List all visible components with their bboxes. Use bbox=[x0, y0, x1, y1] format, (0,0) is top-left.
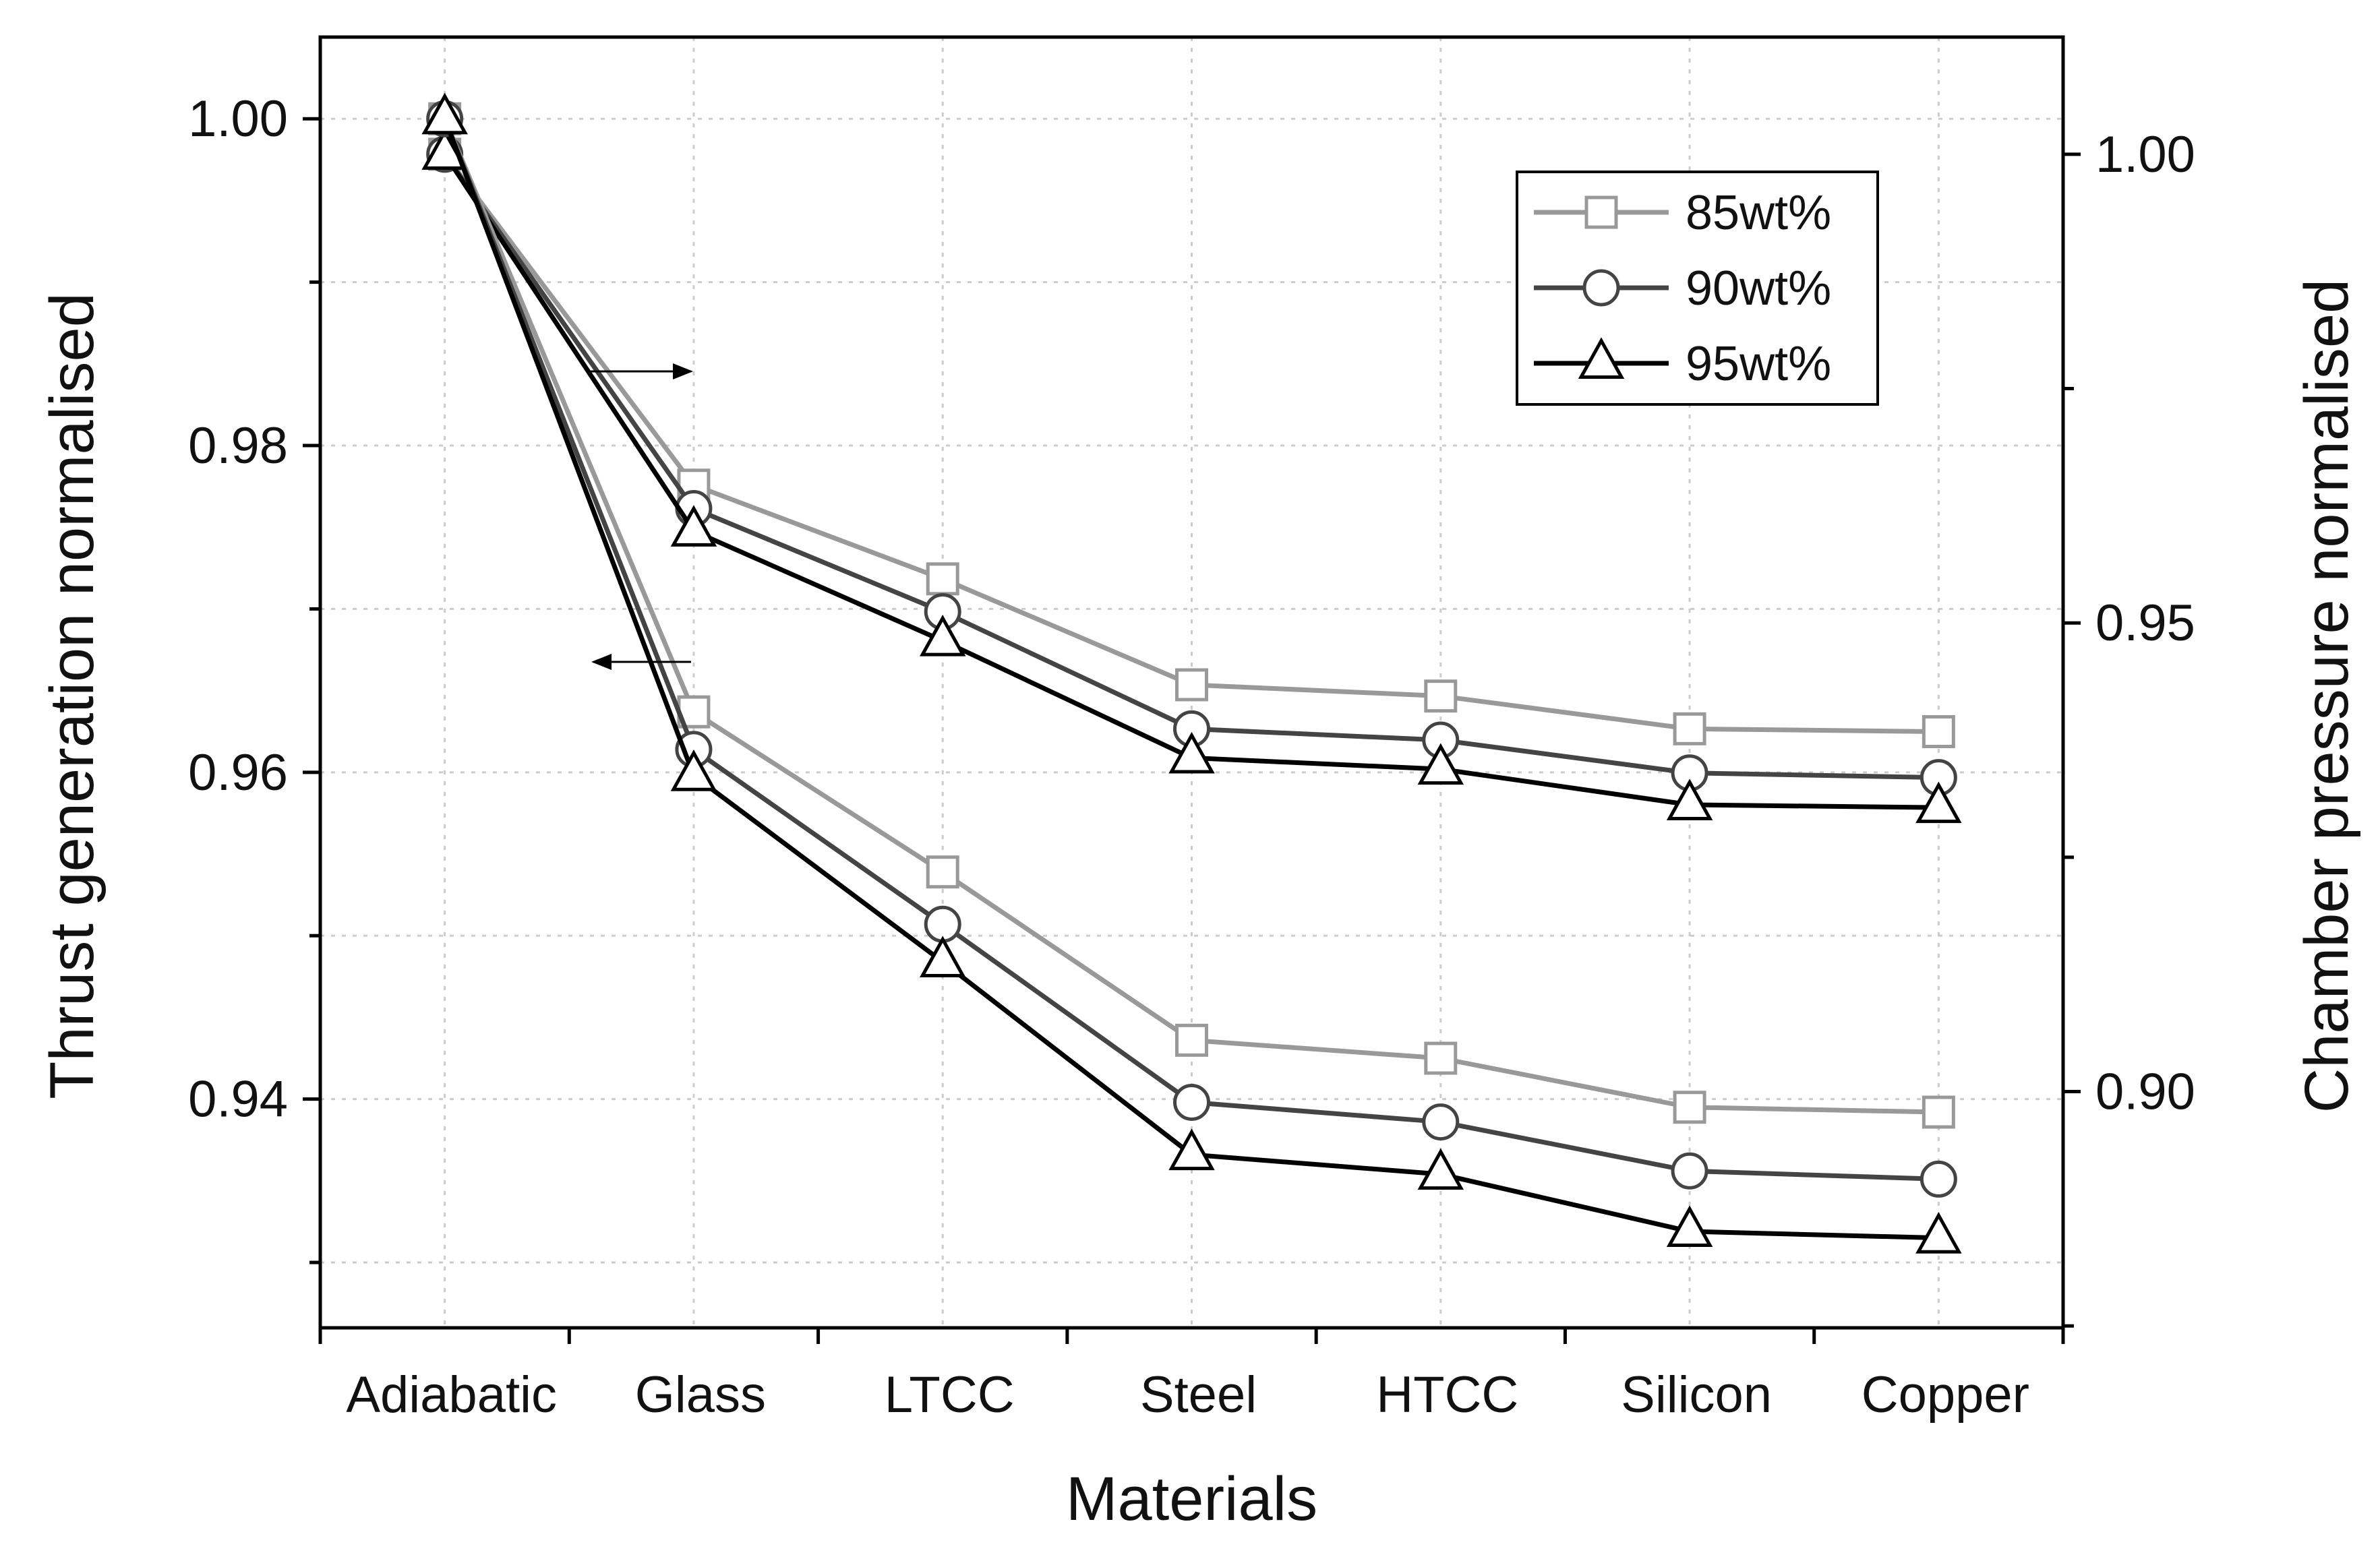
data-point-square bbox=[1175, 1023, 1208, 1057]
data-point-triangle bbox=[421, 92, 468, 135]
legend-label: 95wt% bbox=[1686, 337, 1831, 391]
legend-marker-triangle bbox=[1578, 337, 1625, 379]
data-point-triangle bbox=[1168, 731, 1215, 774]
legend-marker-square bbox=[1584, 195, 1618, 229]
series-layer bbox=[421, 92, 1962, 1254]
x-tick-label: Copper bbox=[1862, 1366, 2029, 1424]
data-point-circle bbox=[1173, 1083, 1210, 1121]
data-point-triangle bbox=[1168, 1128, 1215, 1171]
data-point-triangle bbox=[1915, 781, 1962, 824]
data-point-triangle bbox=[670, 505, 717, 547]
data-point-triangle bbox=[919, 614, 966, 656]
legend-label: 85wt% bbox=[1686, 186, 1831, 240]
left-tick-label: 1.00 bbox=[188, 90, 288, 148]
data-point-circle bbox=[1422, 1103, 1460, 1141]
data-point-triangle bbox=[1417, 743, 1464, 785]
data-point-square bbox=[1673, 712, 1706, 745]
series-thrust-95wtpct bbox=[421, 92, 1962, 1254]
data-point-triangle bbox=[1666, 778, 1713, 821]
y-axis-title-left: Thrust generation normalised bbox=[38, 293, 107, 1099]
annotation-layer bbox=[590, 363, 693, 670]
frame-layer: 1.00 0.98 0.96 0.94 1.00 0.95 0.90 Adiabatic Gla… bbox=[38, 35, 2361, 1533]
data-point-square bbox=[926, 562, 959, 596]
right-tick-label: 0.95 bbox=[2095, 594, 2195, 652]
x-axis-title: Materials bbox=[1066, 1465, 1317, 1533]
data-point-square bbox=[1175, 668, 1208, 702]
data-point-square bbox=[1922, 1095, 1955, 1129]
data-point-triangle bbox=[670, 750, 717, 791]
y-axis-title-right: Chamber pressure normalised bbox=[2292, 279, 2361, 1113]
legend-entry: 95wt% bbox=[1534, 337, 1831, 391]
data-point-triangle bbox=[1915, 1212, 1962, 1254]
legend-entry: 85wt% bbox=[1534, 186, 1831, 240]
legend-label: 90wt% bbox=[1686, 262, 1831, 315]
plot-frame bbox=[318, 35, 2065, 1330]
left-tick-label: 0.98 bbox=[188, 417, 288, 475]
legend: 85wt% 90wt% 95wt% bbox=[1516, 171, 1879, 406]
left-tick-label: 0.94 bbox=[188, 1071, 288, 1128]
x-tick-label: Silicon bbox=[1621, 1366, 1772, 1424]
left-tick-label: 0.96 bbox=[188, 744, 288, 801]
legend-marker-circle bbox=[1582, 269, 1620, 307]
x-tick-label: Adiabatic bbox=[346, 1366, 557, 1424]
data-point-circle bbox=[1671, 1152, 1708, 1190]
x-tick-label: Steel bbox=[1140, 1366, 1257, 1424]
x-tick-label: HTCC bbox=[1376, 1366, 1518, 1424]
x-tick-label: Glass bbox=[635, 1366, 766, 1424]
data-point-triangle bbox=[1417, 1148, 1464, 1190]
legend-entry: 90wt% bbox=[1534, 262, 1831, 315]
x-tick-label: LTCC bbox=[885, 1366, 1015, 1424]
data-point-square bbox=[1424, 1041, 1458, 1075]
series-chamber-pressure-95wtpct bbox=[421, 128, 1962, 824]
data-point-triangle bbox=[1666, 1205, 1713, 1248]
data-point-triangle bbox=[919, 936, 966, 978]
data-point-circle bbox=[1920, 1160, 1957, 1198]
right-tick-label: 0.90 bbox=[2095, 1064, 2195, 1121]
data-point-square bbox=[1922, 715, 1955, 749]
data-point-square bbox=[1424, 679, 1458, 713]
data-point-square bbox=[926, 855, 959, 889]
right-tick-label: 1.00 bbox=[2095, 126, 2195, 183]
data-point-square bbox=[1673, 1091, 1706, 1124]
